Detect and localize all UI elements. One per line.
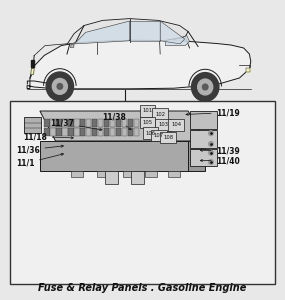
Polygon shape [190, 111, 217, 129]
Text: 11/18: 11/18 [23, 132, 73, 141]
Polygon shape [86, 119, 91, 127]
Text: 105: 105 [142, 120, 152, 125]
Polygon shape [116, 128, 121, 136]
Polygon shape [160, 21, 185, 44]
Polygon shape [110, 119, 115, 127]
Circle shape [192, 73, 219, 101]
Polygon shape [145, 171, 157, 177]
Polygon shape [140, 117, 155, 128]
Polygon shape [92, 128, 97, 136]
Circle shape [209, 131, 213, 136]
Polygon shape [98, 119, 103, 127]
Text: 104: 104 [171, 122, 181, 127]
Polygon shape [56, 128, 62, 136]
Polygon shape [155, 119, 171, 130]
Polygon shape [86, 128, 91, 136]
Polygon shape [104, 128, 109, 136]
Polygon shape [168, 119, 184, 130]
Polygon shape [128, 128, 133, 136]
Polygon shape [123, 171, 134, 177]
Polygon shape [110, 128, 115, 136]
Polygon shape [68, 128, 74, 136]
Polygon shape [246, 68, 250, 72]
Polygon shape [92, 119, 97, 127]
Polygon shape [74, 128, 80, 136]
Polygon shape [24, 117, 41, 134]
Polygon shape [74, 119, 80, 127]
FancyBboxPatch shape [10, 100, 275, 284]
Polygon shape [71, 44, 74, 47]
Polygon shape [142, 128, 158, 139]
Text: 11/19: 11/19 [186, 108, 240, 117]
Polygon shape [97, 171, 108, 177]
Polygon shape [56, 119, 62, 127]
Text: 108: 108 [163, 135, 173, 140]
Text: 11/36: 11/36 [16, 145, 63, 154]
Polygon shape [31, 68, 34, 74]
Polygon shape [122, 128, 127, 136]
Circle shape [209, 160, 213, 164]
Polygon shape [40, 111, 205, 141]
Text: 11/38: 11/38 [103, 112, 131, 130]
Text: 101: 101 [142, 109, 152, 113]
Polygon shape [44, 119, 50, 127]
Polygon shape [151, 130, 167, 141]
Polygon shape [130, 21, 160, 41]
Polygon shape [80, 119, 86, 127]
Polygon shape [50, 128, 56, 136]
Circle shape [52, 79, 67, 94]
Polygon shape [50, 119, 56, 127]
Polygon shape [134, 119, 139, 127]
Text: 11/40: 11/40 [200, 156, 240, 165]
Polygon shape [72, 21, 130, 44]
Polygon shape [165, 35, 190, 46]
Polygon shape [140, 105, 155, 117]
Polygon shape [62, 119, 68, 127]
Text: 11/1: 11/1 [16, 153, 64, 168]
Polygon shape [105, 171, 118, 184]
Polygon shape [68, 119, 74, 127]
Text: 107: 107 [154, 133, 164, 138]
Polygon shape [190, 130, 217, 148]
Polygon shape [104, 119, 109, 127]
Polygon shape [71, 171, 83, 177]
Polygon shape [31, 60, 34, 67]
Circle shape [209, 150, 213, 155]
Text: 102: 102 [155, 112, 165, 116]
Polygon shape [152, 108, 168, 120]
Text: 106: 106 [145, 131, 155, 136]
Polygon shape [40, 141, 188, 171]
Polygon shape [128, 119, 133, 127]
Polygon shape [27, 39, 251, 89]
Text: Fuse & Relay Panels . Gasoline Engine: Fuse & Relay Panels . Gasoline Engine [38, 284, 247, 293]
Text: 103: 103 [158, 122, 168, 127]
Circle shape [57, 83, 63, 89]
Polygon shape [116, 119, 121, 127]
Text: 11/37: 11/37 [50, 118, 102, 130]
Polygon shape [134, 128, 139, 136]
Circle shape [209, 142, 213, 146]
Polygon shape [80, 128, 86, 136]
Polygon shape [160, 132, 176, 143]
Circle shape [46, 72, 74, 101]
Polygon shape [131, 171, 144, 184]
Polygon shape [122, 119, 127, 127]
Polygon shape [98, 128, 103, 136]
Polygon shape [62, 128, 68, 136]
Polygon shape [67, 19, 188, 44]
Text: 11/39: 11/39 [200, 147, 240, 156]
Polygon shape [188, 141, 205, 171]
Circle shape [198, 79, 213, 95]
Circle shape [202, 84, 208, 90]
Polygon shape [190, 149, 217, 166]
Polygon shape [168, 171, 180, 177]
Polygon shape [44, 128, 50, 136]
